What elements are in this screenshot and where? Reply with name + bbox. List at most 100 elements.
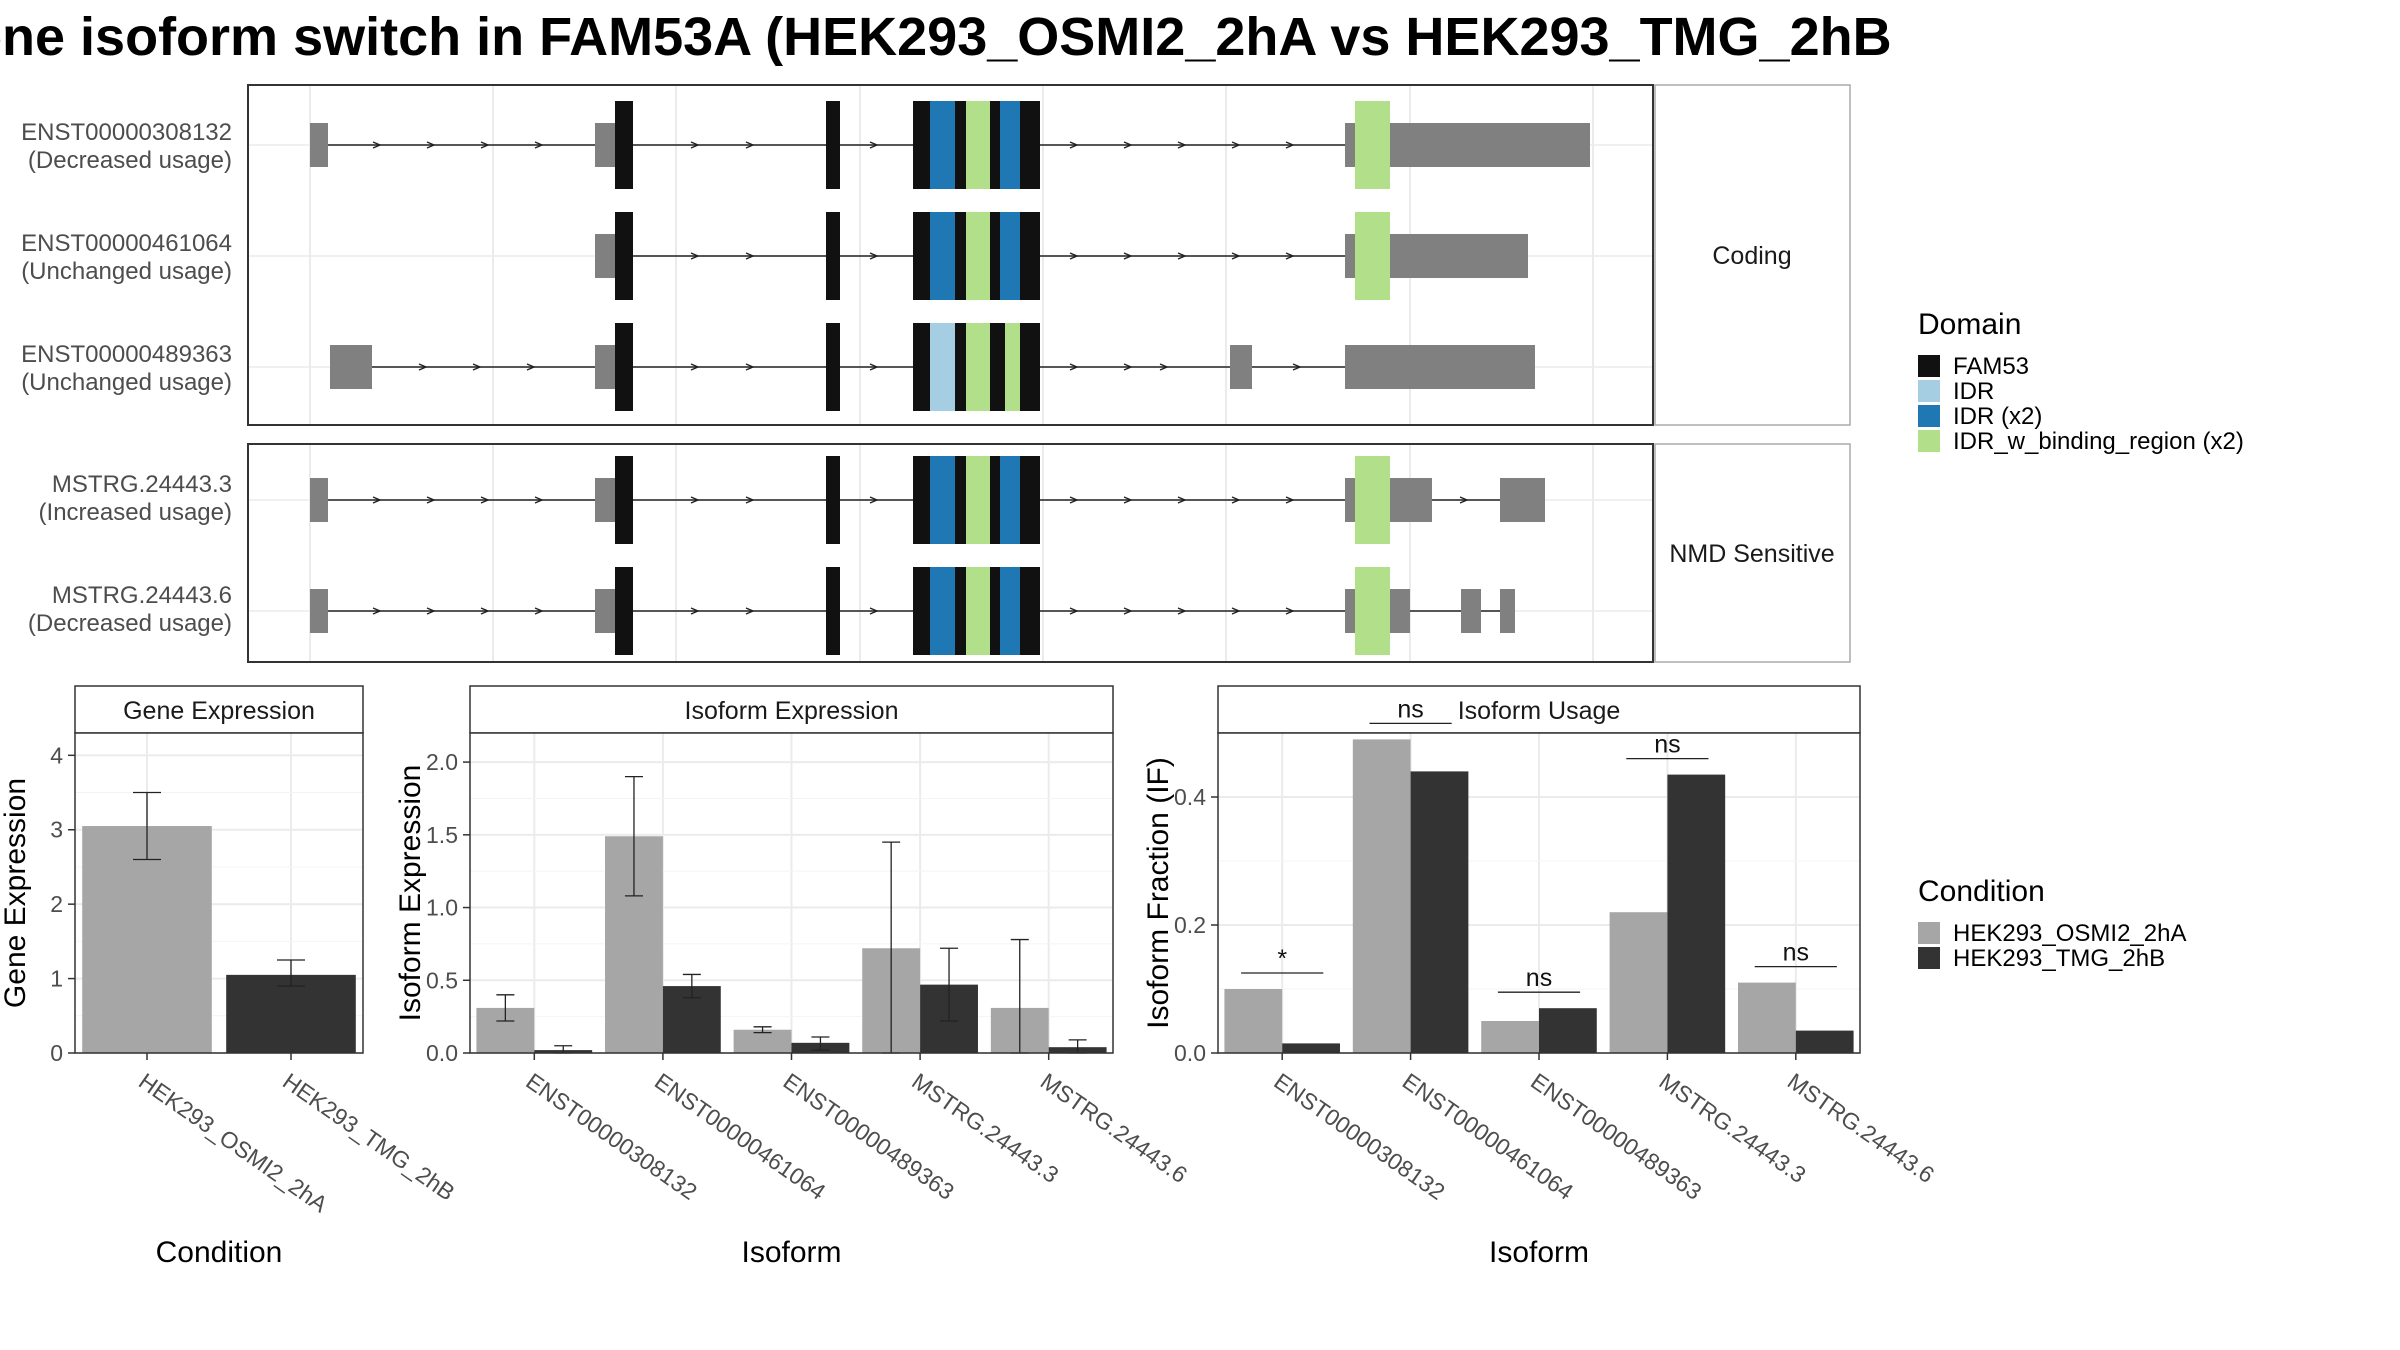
isoform-expression-chart: Isoform Expression0.00.51.01.52.0ENST000… bbox=[394, 685, 1192, 1269]
domain-exon bbox=[615, 101, 633, 189]
transcript-track bbox=[310, 567, 1515, 655]
intron-arrow bbox=[372, 607, 382, 615]
intron-arrow bbox=[745, 141, 755, 149]
utr-exon bbox=[330, 345, 372, 389]
legend-label-idr-x2: IDR (x2) bbox=[1953, 403, 2042, 430]
domain-exon bbox=[1355, 456, 1390, 544]
domain-exon bbox=[826, 323, 840, 411]
intron-arrow bbox=[534, 141, 544, 149]
domain-legend: Domain FAM53 IDR IDR (x2) IDR_w_binding_… bbox=[1918, 308, 2244, 455]
transcript-label-4-status: (Increased usage) bbox=[39, 499, 232, 526]
domain-exon bbox=[826, 101, 840, 189]
domain-exon bbox=[913, 567, 930, 655]
intron-arrow bbox=[869, 607, 879, 615]
y-tick-label: 1.0 bbox=[426, 895, 458, 921]
facet-strip bbox=[469, 685, 1114, 734]
bar bbox=[1795, 1030, 1854, 1053]
transcript-label-3-id: ENST00000489363 bbox=[21, 341, 232, 368]
domain-exon bbox=[930, 212, 955, 300]
bar bbox=[1738, 982, 1796, 1053]
intron-arrow bbox=[1292, 363, 1302, 371]
x-axis-title: Isoform bbox=[1489, 1236, 1589, 1269]
intron-arrow bbox=[480, 496, 490, 504]
y-tick-label: 1.5 bbox=[426, 822, 458, 848]
y-axis-title: Isoform Fraction (IF) bbox=[1142, 757, 1175, 1029]
domain-exon bbox=[966, 101, 990, 189]
legend-swatch-idr-binding bbox=[1918, 430, 1940, 452]
transcript-label-2-id: ENST00000461064 bbox=[21, 230, 232, 257]
domain-exon bbox=[930, 567, 955, 655]
intron-arrow bbox=[1231, 252, 1241, 260]
utr-exon bbox=[595, 234, 615, 278]
intron-arrow bbox=[480, 607, 490, 615]
y-tick-label: 0 bbox=[50, 1040, 63, 1066]
utr-exon bbox=[1345, 478, 1355, 522]
transcript-track bbox=[330, 323, 1535, 411]
legend-swatch-idr bbox=[1918, 380, 1940, 402]
domain-exon bbox=[930, 456, 955, 544]
intron-arrow bbox=[1285, 607, 1295, 615]
y-axis-title: Gene Expression bbox=[0, 778, 32, 1008]
intron-arrow bbox=[869, 252, 879, 260]
intron-arrow bbox=[1285, 496, 1295, 504]
domain-exon bbox=[913, 101, 930, 189]
transcript-label-5-status: (Decreased usage) bbox=[28, 610, 232, 637]
domain-exon bbox=[990, 567, 1000, 655]
utr-exon bbox=[1500, 589, 1515, 633]
domain-exon bbox=[913, 456, 930, 544]
intron-arrow bbox=[745, 363, 755, 371]
intron-arrow bbox=[1177, 496, 1187, 504]
y-tick-label: 0.2 bbox=[1174, 912, 1206, 938]
intron-arrow bbox=[1177, 141, 1187, 149]
utr-exon bbox=[595, 123, 615, 167]
intron-arrow bbox=[1231, 607, 1241, 615]
domain-exon bbox=[1000, 567, 1020, 655]
domain-exon bbox=[1355, 212, 1390, 300]
domain-exon bbox=[1000, 101, 1020, 189]
domain-exon bbox=[1355, 567, 1390, 655]
intron-arrow bbox=[1069, 363, 1079, 371]
transcript-label-1-id: ENST00000308132 bbox=[21, 119, 232, 146]
domain-exon bbox=[955, 456, 966, 544]
domain-exon bbox=[955, 567, 966, 655]
utr-exon bbox=[310, 478, 328, 522]
intron-arrow bbox=[1231, 496, 1241, 504]
utr-exon bbox=[1390, 123, 1395, 167]
domain-exon bbox=[826, 456, 840, 544]
legend-swatch-idr-x2 bbox=[1918, 405, 1940, 427]
legend-swatch-cond-b bbox=[1918, 947, 1940, 969]
domain-exon bbox=[990, 212, 1000, 300]
utr-exon bbox=[310, 589, 328, 633]
y-tick-label: 0.5 bbox=[426, 967, 458, 993]
intron-arrow bbox=[426, 607, 436, 615]
domain-exon bbox=[615, 567, 633, 655]
domain-exon bbox=[913, 323, 930, 411]
intron-arrow bbox=[1123, 363, 1133, 371]
domain-exon bbox=[955, 101, 966, 189]
intron-arrow bbox=[426, 496, 436, 504]
domain-exon bbox=[615, 212, 633, 300]
domain-exon bbox=[966, 212, 990, 300]
structure-strip-nmd bbox=[1654, 443, 1851, 663]
transcript-label-3-status: (Unchanged usage) bbox=[21, 369, 232, 396]
utr-exon bbox=[1395, 234, 1528, 278]
domain-exon bbox=[913, 212, 930, 300]
intron-arrow bbox=[372, 141, 382, 149]
y-tick-label: 2 bbox=[50, 891, 63, 917]
transcript-labels: ENST00000308132 (Decreased usage) ENST00… bbox=[21, 119, 232, 637]
legend-label-idr: IDR bbox=[1953, 378, 1994, 405]
intron-arrow bbox=[869, 141, 879, 149]
domain-exon bbox=[1020, 212, 1040, 300]
facet-strip bbox=[1217, 685, 1861, 734]
domain-exon bbox=[990, 323, 1005, 411]
utr-exon bbox=[1500, 478, 1545, 522]
intron-arrow bbox=[745, 252, 755, 260]
legend-label-cond-b: HEK293_TMG_2hB bbox=[1953, 945, 2165, 972]
figure-title: Gene isoform switch in FAM53A (HEK293_OS… bbox=[0, 7, 1892, 67]
intron-arrow bbox=[1123, 607, 1133, 615]
transcript-label-2-status: (Unchanged usage) bbox=[21, 258, 232, 285]
intron-arrow bbox=[1231, 141, 1241, 149]
bar bbox=[1282, 1043, 1340, 1053]
intron-arrow bbox=[690, 607, 700, 615]
intron-arrow bbox=[869, 496, 879, 504]
